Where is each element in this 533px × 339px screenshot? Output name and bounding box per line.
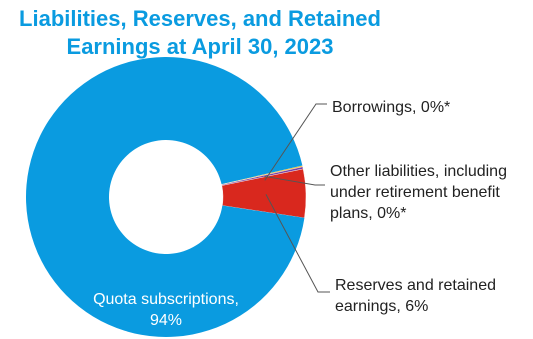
- chart-title-line-2: Earnings at April 30, 2023: [67, 34, 334, 59]
- chart-title: Liabilities, Reserves, and Retained Earn…: [19, 6, 381, 59]
- label-reserves-line-1: Reserves and retained: [335, 277, 496, 294]
- label-reserves-line-2: earnings, 6%: [335, 298, 428, 315]
- label-other-liabilities-line-2: under retirement benefit: [330, 184, 500, 201]
- leader-lines: [263, 103, 330, 293]
- chart-title-line-1: Liabilities, Reserves, and Retained: [19, 6, 381, 31]
- leader-other-liabilities: [263, 175, 325, 186]
- leader-reserves: [265, 194, 330, 293]
- leader-borrowings: [264, 103, 327, 181]
- label-other-liabilities-line-1: Other liabilities, including: [330, 163, 507, 180]
- label-quota-line-2: 94%: [150, 312, 182, 329]
- label-other-liabilities-line-3: plans, 0%*: [330, 205, 407, 222]
- donut-slices: [25, 57, 307, 338]
- slice-quota: [25, 57, 305, 338]
- label-quota-line-1: Quota subscriptions,: [93, 291, 239, 308]
- label-borrowings: Borrowings, 0%*: [332, 99, 450, 116]
